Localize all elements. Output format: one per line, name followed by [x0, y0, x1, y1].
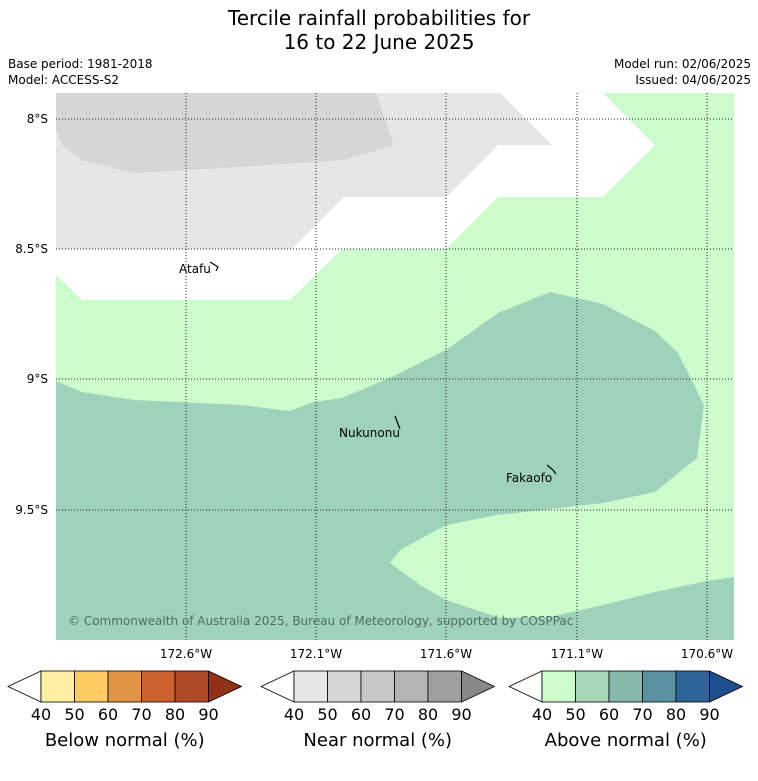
title-line-2: 16 to 22 June 2025	[283, 30, 475, 54]
graticule	[56, 93, 734, 640]
colorbar-swatch	[394, 670, 429, 703]
colorbar-tick-label: 60	[97, 705, 119, 724]
colorbar-tick-label: 80	[665, 705, 687, 724]
lon-label-172-6w: 172.6°W	[159, 647, 213, 661]
colorbar-swatch	[360, 670, 395, 703]
colorbar-tick-label: 90	[198, 705, 219, 724]
colorbar-swatch	[40, 670, 75, 703]
base-period-label: Base period: 1981-2018	[8, 57, 153, 71]
colorbar-swatch	[642, 670, 677, 703]
colorbar-swatch	[327, 670, 362, 703]
colorbar-swatch	[174, 670, 209, 703]
colorbar-swatch	[293, 670, 328, 703]
colorbar-tick-label: 40	[30, 705, 52, 724]
colorbar-swatch	[675, 670, 710, 703]
fakaofo-atoll-outline	[546, 464, 557, 475]
lon-label-171-6w: 171.6°W	[419, 647, 473, 661]
issued-label: Issued: 04/06/2025	[635, 73, 751, 87]
nukunonu-atoll-outline	[394, 415, 401, 430]
atafu-atoll-outline	[209, 261, 219, 272]
colorbar-tick-label: 40	[283, 705, 305, 724]
above-normal-50-region	[56, 292, 734, 640]
lat-label-9s: 9°S	[26, 372, 48, 386]
colorbar-near-normal	[260, 670, 496, 703]
colorbar-above-normal	[508, 670, 744, 703]
colorbar-extension-high	[461, 670, 496, 703]
colorbar-tick-label: 90	[699, 705, 720, 724]
place-label-nukunonu: Nukunonu	[339, 426, 400, 440]
colorbar-tick-label: 90	[451, 705, 472, 724]
colorbar-extension-low	[508, 670, 543, 703]
colorbar-extension-low	[260, 670, 295, 703]
colorbar-tick-label: 70	[131, 705, 152, 724]
colorbar-extension-high	[709, 670, 744, 703]
place-label-atafu: Atafu	[179, 262, 211, 276]
colorbar-below-normal	[7, 670, 243, 703]
colorbar-tick-label: 60	[598, 705, 620, 724]
colorbar-tick-label: 50	[317, 705, 338, 724]
colorbar-swatch	[74, 670, 109, 703]
lon-label-171-1w: 171.1°W	[550, 647, 604, 661]
copyright-notice: © Commonwealth of Australia 2025, Bureau…	[68, 614, 574, 628]
colorbar-swatch	[141, 670, 176, 703]
colorbar-tick-label: 40	[531, 705, 553, 724]
colorbar-tick-label: 50	[565, 705, 586, 724]
colorbar-swatch	[107, 670, 142, 703]
lon-label-170-6w: 170.6°W	[680, 647, 734, 661]
colorbar-swatch	[541, 670, 576, 703]
colorbar-extension-high	[208, 670, 243, 703]
lat-label-8s: 8°S	[26, 112, 48, 126]
colorbar-tick-label: 80	[164, 705, 186, 724]
model-run-label: Model run: 02/06/2025	[613, 57, 751, 71]
colorbar-swatch	[608, 670, 643, 703]
colorbar-tick-label: 70	[384, 705, 405, 724]
colorbar-tick-label: 70	[632, 705, 653, 724]
colorbar-title: Near normal (%)	[303, 730, 453, 751]
lat-label-8-5s: 8.5°S	[15, 242, 48, 256]
colorbar-tick-label: 80	[417, 705, 439, 724]
colorbar-extension-low	[7, 670, 42, 703]
place-label-fakaofo: Fakaofo	[506, 471, 553, 485]
lon-label-172-1w: 172.1°W	[289, 647, 343, 661]
colorbar-title: Above normal (%)	[544, 730, 707, 751]
title-line-1: Tercile rainfall probabilities for	[227, 6, 531, 30]
model-label: Model: ACCESS-S2	[8, 73, 120, 87]
lat-label-9-5s: 9.5°S	[15, 503, 48, 517]
colorbar-swatch	[427, 670, 462, 703]
colorbar-title: Below normal (%)	[44, 730, 205, 751]
colorbar-tick-label: 50	[64, 705, 85, 724]
near-normal-50-region	[56, 93, 394, 173]
colorbar-tick-label: 60	[350, 705, 372, 724]
colorbar-swatch	[575, 670, 610, 703]
